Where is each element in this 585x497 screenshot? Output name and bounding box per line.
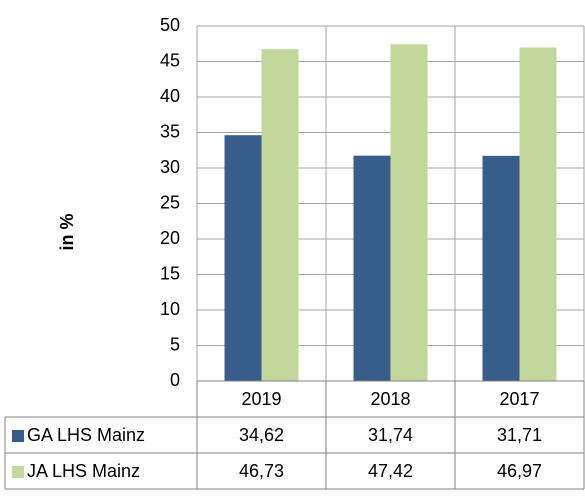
y-tick-label: 35 bbox=[160, 121, 180, 141]
bar bbox=[353, 155, 391, 381]
legend-label: GA LHS Mainz bbox=[27, 425, 145, 445]
table-value: 47,42 bbox=[368, 461, 413, 481]
y-tick-label: 50 bbox=[160, 15, 180, 35]
legend-swatch bbox=[12, 430, 24, 442]
legend-label: JA LHS Mainz bbox=[27, 461, 140, 481]
y-tick-label: 40 bbox=[160, 86, 180, 106]
x-tick-label: 2017 bbox=[499, 389, 539, 409]
y-tick-label: 30 bbox=[160, 157, 180, 177]
y-tick-label: 15 bbox=[160, 263, 180, 283]
legend-swatch bbox=[12, 466, 24, 478]
table-value: 46,73 bbox=[239, 461, 284, 481]
table-value: 31,74 bbox=[368, 425, 413, 445]
y-tick-label: 0 bbox=[170, 370, 180, 390]
bar bbox=[224, 135, 262, 381]
bar bbox=[519, 47, 557, 381]
y-tick-label: 10 bbox=[160, 299, 180, 319]
x-tick-label: 2019 bbox=[241, 389, 281, 409]
bar bbox=[482, 155, 520, 381]
table-value: 34,62 bbox=[239, 425, 284, 445]
y-axis-label: in % bbox=[57, 213, 77, 250]
table-value: 46,97 bbox=[497, 461, 542, 481]
table-value: 31,71 bbox=[497, 425, 542, 445]
y-tick-label: 25 bbox=[160, 192, 180, 212]
bar bbox=[390, 44, 428, 382]
y-tick-label: 45 bbox=[160, 50, 180, 70]
y-tick-label: 5 bbox=[170, 334, 180, 354]
bar bbox=[261, 49, 299, 381]
y-tick-label: 20 bbox=[160, 228, 180, 248]
x-tick-label: 2018 bbox=[370, 389, 410, 409]
